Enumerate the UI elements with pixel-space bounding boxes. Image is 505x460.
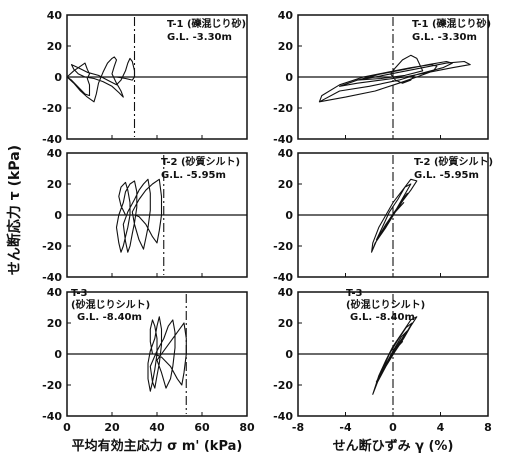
y-tick-label: 20 (278, 178, 294, 191)
annotation-line: T-1 (礫混じり砂) (412, 17, 491, 30)
x-tick-label: 4 (437, 421, 445, 434)
series-line (372, 316, 418, 395)
y-tick-label: 20 (278, 317, 294, 330)
y-tick-label: -20 (42, 379, 62, 392)
y-tick-label: 0 (54, 71, 62, 84)
annotation-line: G.L. -5.95m (414, 170, 479, 181)
y-tick-label: -40 (273, 410, 293, 423)
annotation-line: T-2 (砂質シルト) (414, 155, 493, 168)
annotation-line: (砂混じりシルト) (71, 298, 150, 311)
y-tick-label: 0 (54, 348, 62, 361)
y-tick-label: -20 (273, 379, 293, 392)
y-tick-label: -40 (273, 133, 293, 146)
series-line (371, 178, 418, 253)
x-tick-label: 0 (389, 421, 397, 434)
x-axis-label: 平均有効主応力 σ m' (kPa) (72, 438, 243, 454)
x-tick-label: -8 (292, 421, 304, 434)
y-tick-label: -40 (42, 410, 62, 423)
y-tick-label: 40 (278, 286, 294, 299)
y-tick-label: 20 (47, 178, 63, 191)
panel-right-2: 40 20 0 -20 -40 T-2 (砂質シルト) G.L. -5.95m (273, 147, 493, 284)
series-line (115, 178, 163, 253)
y-tick-label: 40 (278, 9, 294, 22)
panel-left-1: 40 20 0 -20 -40 T-1 (礫混じり砂) G.L. -3.30m (42, 9, 248, 146)
y-tick-label: 0 (285, 209, 293, 222)
x-tick-label: 20 (104, 421, 120, 434)
x-tick-label: 8 (484, 421, 492, 434)
annotation-line: T-2 (砂質シルト) (161, 155, 240, 168)
annotation-line: G.L. -3.30m (412, 32, 477, 43)
panel-left-2: 40 20 0 -20 -40 T-2 (砂質シルト) G.L. -5.95m (42, 147, 248, 284)
y-tick-label: 40 (278, 147, 294, 160)
y-tick-label: 20 (47, 317, 63, 330)
y-tick-label: 0 (285, 71, 293, 84)
series-line (318, 54, 471, 103)
x-tick-label: 0 (63, 421, 71, 434)
y-tick-label: -20 (42, 102, 62, 115)
annotation-line: G.L. -3.30m (167, 32, 232, 43)
y-tick-label: -20 (42, 240, 62, 253)
x-tick-label: 40 (149, 421, 165, 434)
y-tick-label: 40 (47, 286, 63, 299)
annotation-line: T-3 (346, 288, 363, 299)
y-tick-label: 0 (54, 209, 62, 222)
x-axis-label: せん断ひずみ γ (%) (333, 438, 454, 454)
y-tick-label: 40 (47, 9, 63, 22)
y-axis-label: せん断応力 τ (kPa) (6, 145, 23, 275)
panel-right-1: 40 20 0 -20 -40 T-1 (礫混じり砂) G.L. -3.30m (273, 9, 491, 146)
y-tick-label: 40 (47, 147, 63, 160)
x-tick-label: 60 (194, 421, 210, 434)
y-tick-label: 20 (47, 40, 63, 53)
y-tick-label: -20 (273, 240, 293, 253)
annotation-line: G.L. -8.40m (350, 312, 415, 323)
y-tick-label: 0 (285, 348, 293, 361)
x-tick-label: -4 (339, 421, 352, 434)
y-tick-label: -40 (42, 133, 62, 146)
y-tick-label: -40 (273, 271, 293, 284)
x-tick-label: 80 (239, 421, 255, 434)
annotation-line: T-3 (71, 288, 88, 299)
series-line (66, 56, 136, 103)
annotation-line: T-1 (礫混じり砂) (167, 17, 246, 30)
annotation-line: G.L. -8.40m (77, 312, 142, 323)
y-tick-label: -20 (273, 102, 293, 115)
annotation-line: G.L. -5.95m (161, 170, 226, 181)
y-tick-label: 20 (278, 40, 294, 53)
annotation-line: (砂混じりシルト) (346, 298, 425, 311)
y-tick-label: -40 (42, 271, 62, 284)
series-line (147, 316, 187, 392)
